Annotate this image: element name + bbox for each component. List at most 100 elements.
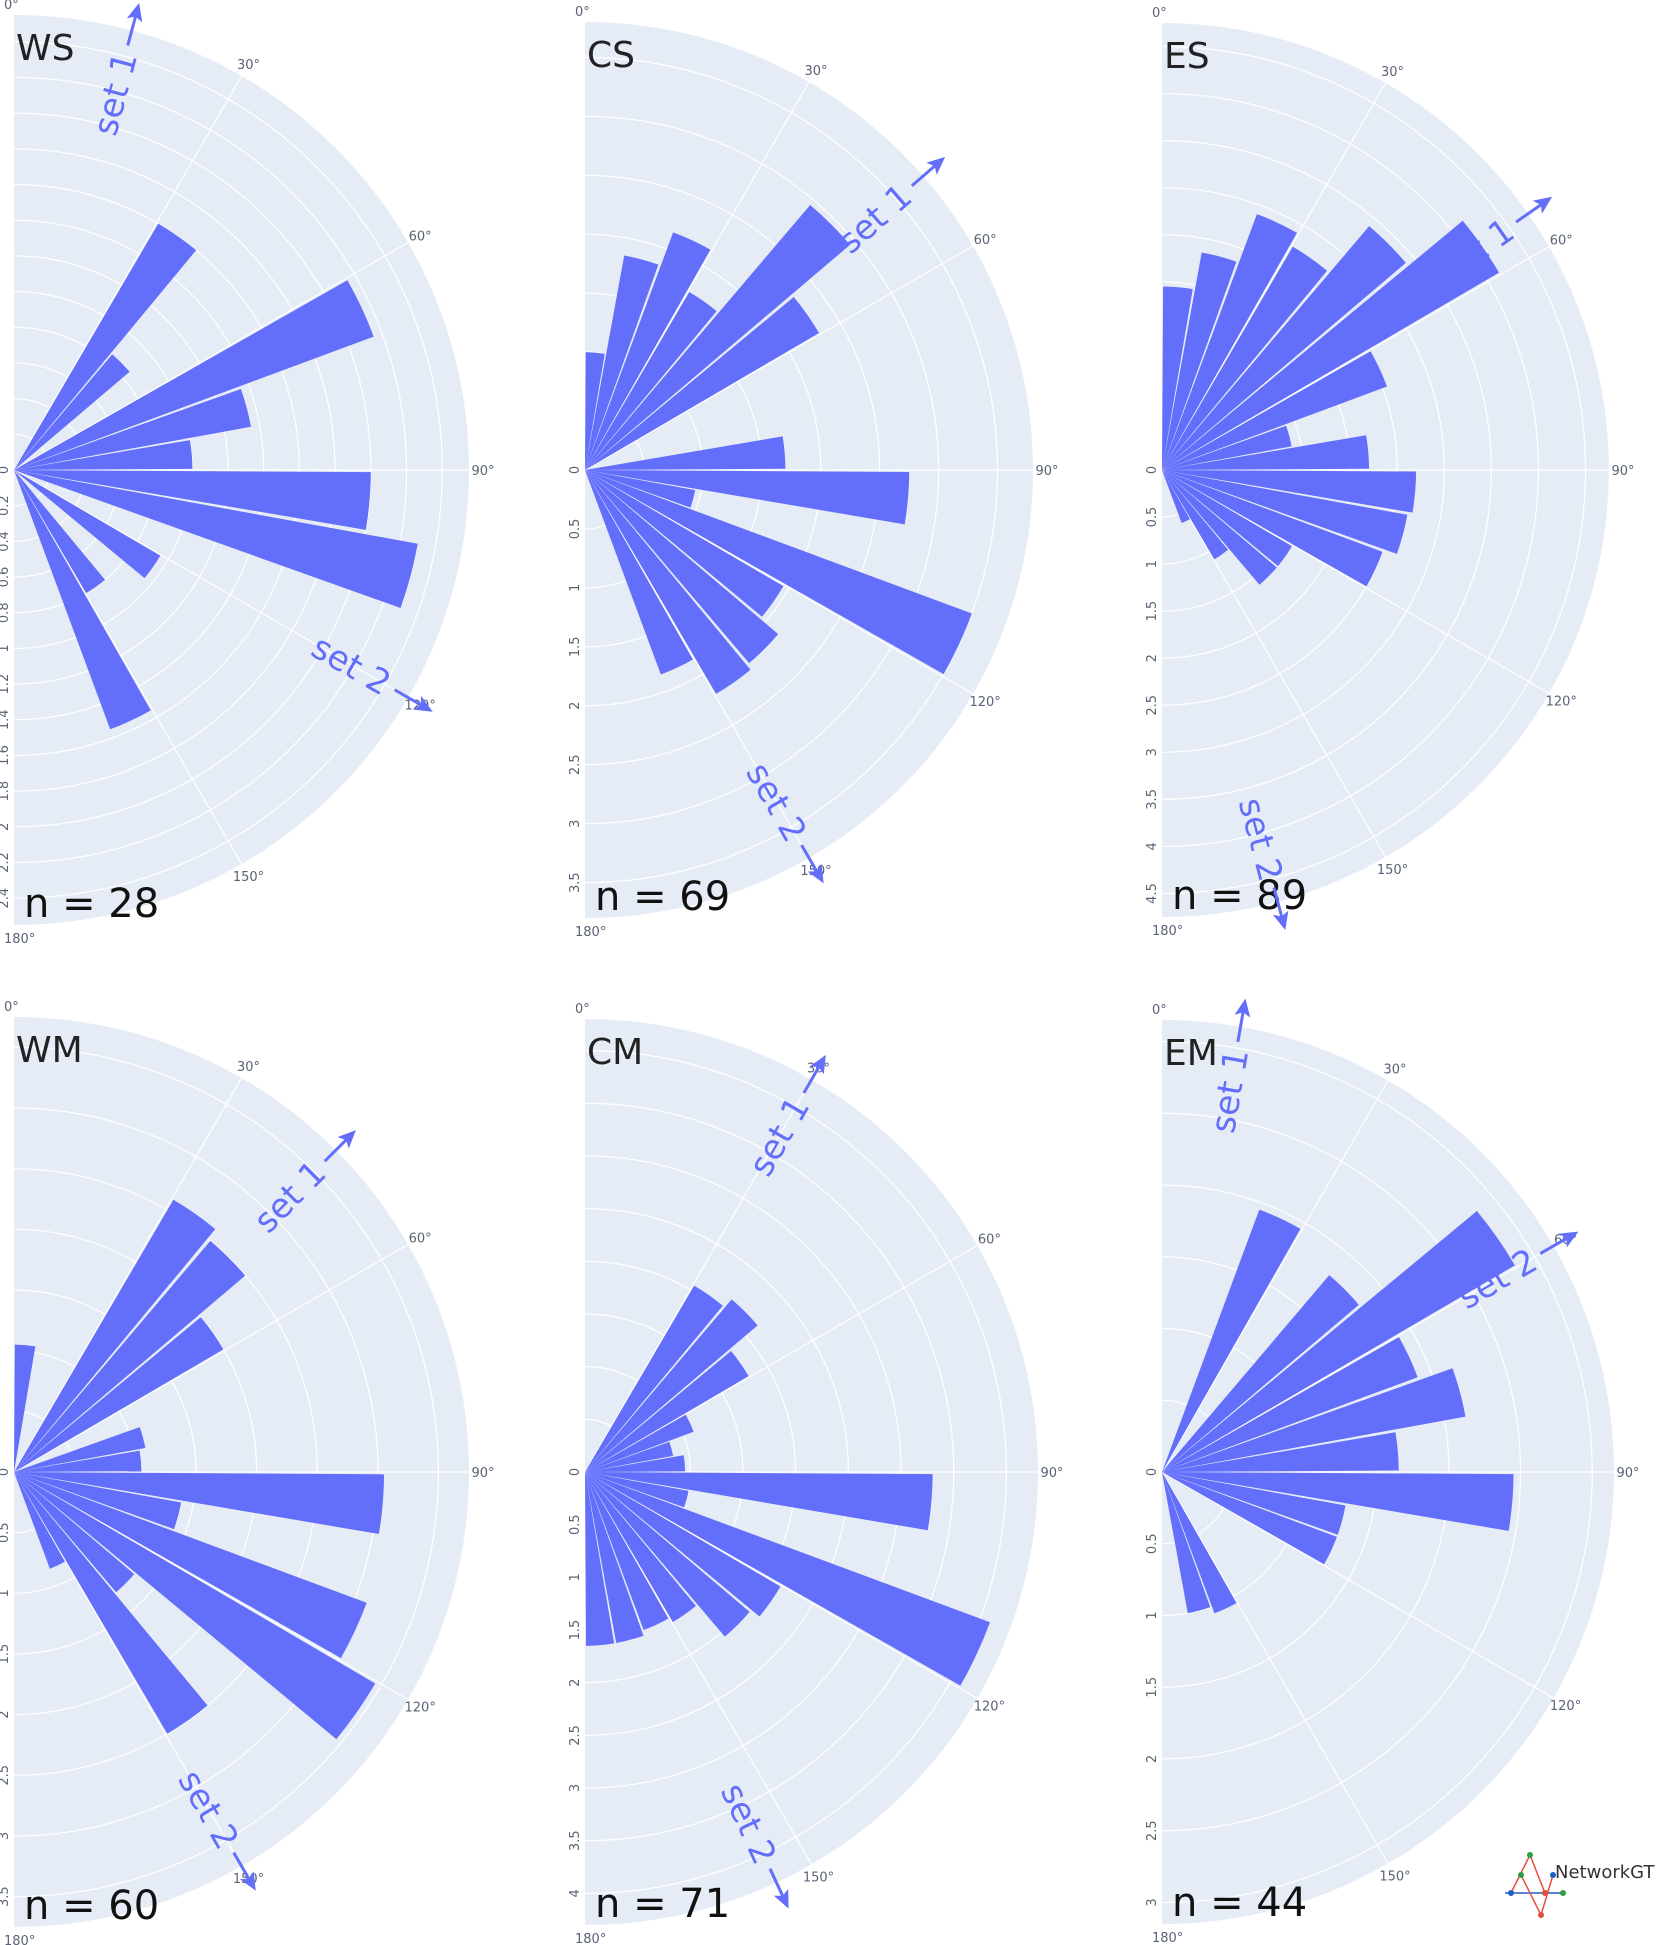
radial-tick-label: 0.5 (1145, 507, 1160, 528)
set-arrow-head (1558, 1231, 1579, 1248)
rose-bar (14, 1240, 246, 1472)
angular-gridline (1161, 469, 1387, 858)
rose-bar (14, 1344, 36, 1472)
radial-tick-label: 0 (1145, 466, 1160, 474)
set-arrow-head (413, 695, 433, 712)
rose-bar (585, 1285, 723, 1472)
rose-bar (1162, 1472, 1346, 1535)
radial-tick-label: 0.5 (568, 1514, 583, 1535)
set-arrow-head (239, 1871, 256, 1891)
rose-bar (1162, 1472, 1211, 1614)
radial-tick-label: 0.8 (0, 602, 12, 623)
angular-tick-label: 180° (575, 1932, 606, 1945)
rose-bar (14, 1199, 216, 1472)
rose-bar (1162, 1368, 1466, 1472)
rose-bar (585, 436, 786, 470)
radial-tick-label: 2.5 (568, 1725, 583, 1746)
radial-tick-label: 1.5 (568, 1620, 583, 1641)
radial-tick-label: 0 (568, 466, 583, 474)
rose-bar (585, 232, 711, 470)
angular-tick-label: 150° (1379, 1870, 1410, 1885)
rose-bar (14, 1472, 66, 1569)
rose-bar (14, 223, 197, 470)
rose-panel-em: 0°30°60°90°120°150°180°00.511.522.53EMn … (1145, 998, 1640, 1945)
radial-tick-label: 2.5 (568, 754, 583, 775)
rose-panel-wm: 0°30°60°90°120°150°180°00.511.522.533.5W… (0, 1000, 495, 1945)
rose-bar (585, 470, 779, 664)
rose-bar (14, 470, 371, 530)
rose-bar (585, 470, 693, 675)
angular-gridline (13, 75, 243, 471)
angular-tick-label: 120° (969, 695, 1000, 710)
sample-count: n = 89 (1172, 873, 1307, 919)
radial-tick-label: 3 (1145, 1898, 1160, 1906)
set-arrow-head (773, 1888, 789, 1909)
rose-bar (585, 1414, 694, 1472)
radial-tick-label: 1.5 (0, 1644, 12, 1665)
radial-tick-label: 0.2 (0, 495, 12, 516)
set-arrow-shaft (1515, 203, 1542, 224)
radial-tick-label: 2.5 (1145, 1820, 1160, 1841)
rose-bar (14, 388, 251, 470)
rose-bar (1162, 1432, 1399, 1472)
set-arrow-shaft (800, 844, 818, 872)
rose-bar (585, 1472, 696, 1623)
radial-tick-label: 0.4 (0, 531, 12, 552)
set-arrow-shaft (232, 1851, 251, 1880)
angular-gridline (1161, 469, 1550, 695)
rose-bar (585, 1472, 781, 1617)
rose-bar (1162, 1209, 1301, 1472)
angular-tick-label: 120° (1546, 695, 1577, 710)
rose-bar (1162, 1472, 1337, 1565)
set-arrow-shaft (323, 1138, 348, 1163)
logo-text: NetworkGT (1555, 1862, 1655, 1883)
rose-bar (1162, 470, 1408, 554)
radial-tick-label: 1 (568, 1573, 583, 1581)
rose-bar (585, 1299, 758, 1472)
panel-title: CS (587, 35, 635, 76)
rose-bar (585, 1472, 933, 1531)
radial-tick-label: 1.8 (0, 781, 12, 802)
radial-tick-label: 3 (568, 1784, 583, 1792)
angular-tick-label: 150° (803, 1870, 834, 1885)
rose-bar (585, 1472, 669, 1631)
rose-panel-ws: 0°30°60°90°120°150°180°00.20.40.60.811.2… (0, 0, 495, 947)
angular-gridline (584, 469, 974, 695)
angular-tick-label: 150° (1377, 863, 1408, 878)
angular-tick-label: 60° (1550, 234, 1573, 249)
radial-tick-label: 0.5 (568, 519, 583, 540)
angular-tick-label: 90° (1611, 464, 1634, 479)
radial-tick-label: 1 (1145, 560, 1160, 568)
radial-tick-label: 1.2 (0, 674, 12, 695)
angular-gridline (13, 1243, 409, 1473)
radial-tick-label: 1 (0, 644, 12, 652)
sample-count: n = 28 (24, 881, 159, 927)
rose-bar (585, 1350, 749, 1472)
rose-bar (585, 352, 605, 470)
angular-tick-label: 0° (4, 0, 19, 13)
radial-tick-label: 2 (1145, 654, 1160, 662)
rose-bar (1162, 351, 1387, 470)
radial-tick-label: 0 (1145, 1468, 1160, 1476)
rose-bar (1162, 246, 1328, 470)
radial-tick-label: 4 (568, 1889, 583, 1897)
rose-bar (1162, 470, 1292, 567)
rose-bar (14, 470, 161, 579)
angular-gridline (1161, 245, 1550, 471)
radial-tick-label: 0 (0, 1468, 12, 1476)
set-arrow-head (1272, 910, 1289, 931)
radial-tick-label: 2.4 (0, 888, 12, 909)
radial-tick-label: 0 (0, 466, 12, 474)
panel-title: ES (1164, 36, 1210, 77)
set-arrow-head (926, 156, 946, 175)
panel-title: WS (16, 28, 74, 69)
angular-gridline (584, 1079, 813, 1473)
rose-panel-cm: 0°30°60°90°120°150°180°00.511.522.533.54… (568, 1002, 1064, 1945)
radial-tick-label: 3.5 (1145, 789, 1160, 810)
rose-bar (585, 291, 717, 470)
sample-count: n = 69 (595, 874, 730, 920)
rose-bar (14, 1472, 367, 1659)
rose-bar (14, 1450, 142, 1472)
